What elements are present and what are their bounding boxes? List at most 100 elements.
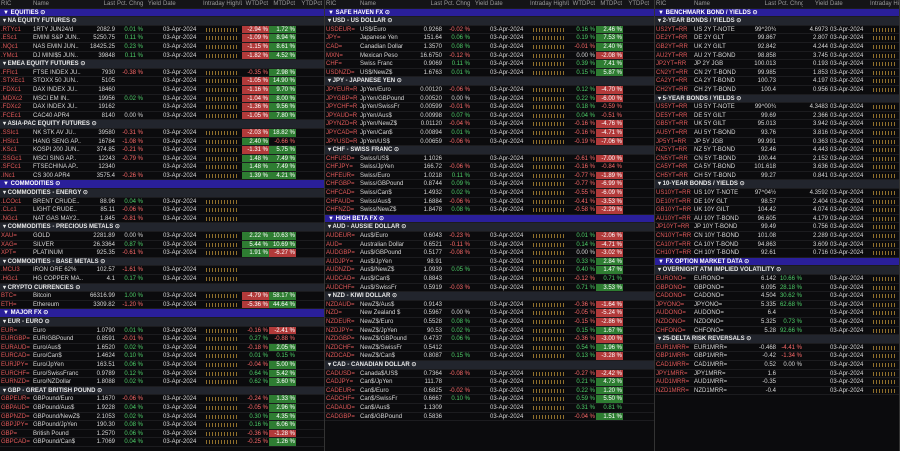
- data-row[interactable]: .SFCc1 FTSECHINA AP.. 12340 03-Apr-2024 1.48…: [0, 163, 324, 172]
- data-row[interactable]: DE5YT=RR DE 5Y GILT 99.69 2.366 03-Apr-2024: [655, 112, 899, 121]
- data-row[interactable]: AUDGBP= Aus$/GBPound 0.5177 -0.08 % 03-Apr-2…: [325, 249, 654, 258]
- column-header[interactable]: Name: [33, 1, 50, 7]
- data-row[interactable]: CADJPY= Can$/JpYen 111.78 03-Apr-2024 0.21 %…: [325, 378, 654, 387]
- data-row[interactable]: NZDEUR= NewZ$/Euro 0.5528 0.08 % 03-Apr-2024…: [325, 317, 654, 327]
- data-row[interactable]: AUDONO= AUDONO= 6.4 03-Apr-2024: [655, 309, 899, 318]
- section-header[interactable]: ▾ CRYPTO CURRENCIES ⊙: [0, 283, 324, 293]
- data-row[interactable]: EURJPY= Euro/JpYen 163.51 0.06 % 03-Apr-2024…: [0, 360, 324, 370]
- section-header[interactable]: ▾ NZD - KIWI DOLLAR ⊙: [325, 292, 654, 301]
- data-row[interactable]: NZDJPY= NewZ$/JpYen 90.53 0.02 % 03-Apr-2024…: [325, 326, 654, 336]
- column-header[interactable]: Intraday High/Low: [870, 1, 899, 7]
- data-row[interactable]: EURCAD= Euro/Can$ 1.4624 0.10 % 03-Apr-2024 0…: [0, 352, 324, 361]
- data-row[interactable]: AU5YT=RR AU 5Y T-BOND 93.76 3.816 03-Apr-202…: [655, 129, 899, 138]
- data-row[interactable]: .SSGc1 MSCI SING AP.. 12243 -0.79 % 03-Apr-2…: [0, 154, 324, 164]
- data-row[interactable]: .YMc1 DJ MINI$5 JUN.. 39848 0.11 % 03-Apr-20…: [0, 51, 324, 61]
- data-row[interactable]: JPYNZD=R JpYen/NewZ$ 0.01120 -0.04 % 03-Apr-…: [325, 120, 654, 129]
- data-row[interactable]: .FCEc1 CAC40 APR4 8140 0.00 % 03-Apr-2024 -1.…: [0, 111, 324, 121]
- data-row[interactable]: JPYEUR=R JpYen/Euro 0.00120 -0.06 % 03-Apr-2…: [325, 85, 654, 95]
- column-header[interactable]: Date: [830, 1, 843, 7]
- data-row[interactable]: CN10YT=RR CN 10Y T-BOND 101.08 2.289 03-Apr-…: [655, 232, 899, 241]
- column-header[interactable]: Name: [360, 1, 377, 7]
- data-row[interactable]: GBP1MRR= GBP1MRR= -0.42 -1.34 % 03-Apr-2024: [655, 352, 899, 361]
- group-header[interactable]: ▼ HIGH BETA FX ⊙: [325, 214, 654, 224]
- column-header[interactable]: Intraday High/Low: [530, 1, 569, 7]
- data-row[interactable]: GBPAUD= GBPound/Aus$ 1.9228 0.04 % 03-Apr-20…: [0, 403, 324, 413]
- data-row[interactable]: .NQc1 NAS EMIN JUN.. 18425.25 0.23 % 03-Apr-…: [0, 42, 324, 52]
- section-header[interactable]: ▾ ASIA-PAC EQUITY FUTURES ⊙: [0, 120, 324, 129]
- data-row[interactable]: CHFJPY= Swiss/JpYen 166.72 -0.06 % 03-Apr-20…: [325, 163, 654, 172]
- data-row[interactable]: GBPNZD= GBPound/NewZ$ 2.1053 0.02 % 03-Apr-2…: [0, 412, 324, 422]
- group-header[interactable]: ▼ COMMODITIES ⊙: [0, 180, 324, 190]
- data-row[interactable]: JPYUSD=R JpYen/US$ 0.00659 -0.06 % 03-Apr-20…: [325, 137, 654, 147]
- column-header[interactable]: YTDPct: [628, 1, 649, 7]
- column-header[interactable]: Date: [490, 1, 503, 7]
- data-row[interactable]: .SSIc1 NK STK AV JU.. 39580 -0.31 % 03-Apr-2…: [0, 128, 324, 138]
- data-row[interactable]: .RTYc1 1RTY JUN24/d 2082.9 0.01 % 03-Apr-202…: [0, 25, 324, 35]
- data-row[interactable]: USDNZD= US$/NewZ$ 1.6763 0.01 % 03-Apr-2024 0…: [325, 68, 654, 78]
- data-row[interactable]: NZDAUD= NewZ$/Aus$ 0.9143 03-Apr-2024 -0.36 …: [325, 300, 654, 310]
- data-row[interactable]: AUDCAD= Aus$/Can$ 0.8843 03-Apr-2024 -0.12 %…: [325, 275, 654, 284]
- data-row[interactable]: AUD1MRR= AUD1MRR= -0.35 03-Apr-2024: [655, 378, 899, 387]
- data-row[interactable]: .CLc1 LIGHT CRUDE.. 85.11 -0.06 % 03-Apr-202…: [0, 206, 324, 215]
- data-row[interactable]: CHFONO= CHFONO= 5.28 92.66 % 03-Apr-2024: [655, 327, 899, 336]
- data-row[interactable]: MXN= Mexican Peso 16.6750 -0.12 % 03-Apr-202…: [325, 51, 654, 61]
- data-row[interactable]: .HSIc1 HANG SENG AP.. 16784 -1.08 % 03-Apr-2…: [0, 137, 324, 147]
- data-row[interactable]: US5YT=RR US 5Y T-NOTE 99^00¾ 4.3483 03-Apr-2…: [655, 103, 899, 112]
- data-row[interactable]: CADEUR= Can$/Euro 0.6825 -0.02 % 03-Apr-2024…: [325, 386, 654, 396]
- data-row[interactable]: CA5YT=RR CA 5Y T-BOND 101.618 3.636 03-Apr-2…: [655, 163, 899, 172]
- data-row[interactable]: .FFIc1 FTSE INDEX JU.. 7930 -0.38 % 03-Apr-2…: [0, 68, 324, 78]
- column-header[interactable]: Last: [430, 1, 442, 7]
- data-row[interactable]: CADGBP= Can$/GBPound 0.5836 03-Apr-2024 -0.0…: [325, 412, 654, 422]
- data-row[interactable]: AUDCHF= Aus$/SwissFr 0.5919 -0.03 % 03-Apr-2…: [325, 283, 654, 293]
- data-row[interactable]: GBPJPY= GBPound/JpYen 190.30 0.08 % 03-Apr-2…: [0, 421, 324, 430]
- data-row[interactable]: .HGc1 HG COPPER MA.. 4.1 0.17 % 03-Apr-2024: [0, 275, 324, 284]
- data-row[interactable]: ETH= Ethereum 3309.82 -1.20 % 03-Apr-2024 -5.…: [0, 300, 324, 310]
- data-row[interactable]: NZDONO= NZDONO= 5.325 0.73 % 03-Apr-2024: [655, 318, 899, 327]
- data-row[interactable]: .NGc1 NAT GAS MAY2.. 1.845 -0.81 % 03-Apr-20…: [0, 215, 324, 224]
- data-row[interactable]: CHFCAD= Swiss/Can$ 1.4932 0.02 % 03-Apr-2024…: [325, 189, 654, 198]
- column-header[interactable]: Yield: [147, 1, 161, 7]
- section-header[interactable]: ▾ 10-YEAR BONDS / YIELDS ⊙: [655, 180, 899, 190]
- data-row[interactable]: JPYCAD=R JpYen/Can$ 0.00894 0.01 % 03-Apr-20…: [325, 128, 654, 138]
- data-row[interactable]: CH5YT=RR CH 5Y T-BOND 99.27 0.841 03-Apr-202…: [655, 172, 899, 181]
- data-row[interactable]: .INc1 CS 300 APR4 3575.4 -0.26 % 03-Apr-2024…: [0, 171, 324, 181]
- data-row[interactable]: JP5YT=RR JP 5Y JGB 99.991 0.363 03-Apr-2024: [655, 138, 899, 147]
- data-row[interactable]: AUDEUR= Aus$/Euro 0.6043 -0.23 % 03-Apr-2024…: [325, 232, 654, 241]
- data-row[interactable]: NZD1MRR= NZD1MRR= -0.4 03-Apr-2024: [655, 387, 899, 396]
- section-header[interactable]: ▾ AUD - AUSSIE DOLLAR ⊙: [325, 223, 654, 233]
- data-row[interactable]: .MCU3 IRON ORE 62% 102.57 -1.61 % 03-Apr-202…: [0, 266, 324, 275]
- data-row[interactable]: GBP= British Pound 1.2570 0.06 % 03-Apr-2024…: [0, 429, 324, 439]
- data-row[interactable]: .LCOc1 BRENT CRUDE.. 88.96 0.04 % 03-Apr-202…: [0, 198, 324, 207]
- section-header[interactable]: ▾ 5-YEAR BONDS / YIELDS ⊙: [655, 94, 899, 104]
- column-header[interactable]: Pct. Chng: [444, 1, 471, 7]
- section-header[interactable]: ▾ NA EQUITY FUTURES ⊙: [0, 17, 324, 26]
- group-header[interactable]: ▼ EQUITIES ⊙: [0, 8, 324, 18]
- data-row[interactable]: GB2YT=RR UK 2Y GILT 92.842 4.244 03-Apr-2024: [655, 43, 899, 52]
- data-row[interactable]: AUDNZD= Aus$/NewZ$ 1.0939 0.05 % 03-Apr-2024…: [325, 266, 654, 275]
- data-row[interactable]: CA10YT=RR CA 10Y T-BOND 94.863 3.609 03-Apr-…: [655, 241, 899, 250]
- column-header[interactable]: YTDPct: [301, 1, 322, 7]
- data-row[interactable]: CHFGBP= Swiss/GBPound 0.8744 0.09 % 03-Apr-2…: [325, 180, 654, 190]
- column-header[interactable]: Yield: [474, 1, 488, 7]
- data-row[interactable]: XAU= GOLD 2281.89 0.00 % 03-Apr-2024 2.22 % 10…: [0, 232, 324, 241]
- column-header[interactable]: RIC: [656, 1, 667, 7]
- data-row[interactable]: GBPCAD= GBPound/Can$ 1.7069 0.04 % 03-Apr-20…: [0, 438, 324, 447]
- data-row[interactable]: GBPONO= GBPONO= 6.095 28.18 % 03-Apr-2024: [655, 284, 899, 293]
- group-header[interactable]: ▼ BENCHMARK BOND / YIELDS ⊙: [655, 8, 899, 18]
- data-row[interactable]: JP2YT=RR JP 2Y JGB 100.013 0.193 03-Apr-2024: [655, 60, 899, 69]
- data-row[interactable]: BTC= Bitcoin 66316.99 1.00 % 03-Apr-2024 -4.7…: [0, 292, 324, 301]
- data-row[interactable]: EURAUD= Euro/Aus$ 1.6520 0.02 % 03-Apr-2024 -…: [0, 343, 324, 353]
- data-row[interactable]: CADAUD= Can$/Aus$ 1.1309 03-Apr-2024 0.31 % 0…: [325, 404, 654, 413]
- column-header[interactable]: RIC: [326, 1, 337, 7]
- column-header[interactable]: Pct. Chng: [117, 1, 144, 7]
- data-row[interactable]: NZDCAD= NewZ$/Can$ 0.8087 0.15 % 03-Apr-2024…: [325, 352, 654, 361]
- section-header[interactable]: ▾ GBP - GREAT BRITISH POUND ⊙: [0, 386, 324, 396]
- data-row[interactable]: GB10YT=RR UK 10Y GILT 104.42 4.074 03-Apr-20…: [655, 206, 899, 215]
- data-row[interactable]: EUR1MRR= EUR1MRR= -0.468 -4.41 % 03-Apr-2024: [655, 344, 899, 353]
- data-row[interactable]: CAD= Canadian Dollar 1.3570 0.08 % 03-Apr-20…: [325, 42, 654, 52]
- data-row[interactable]: JPYGBP=R JpYen/GBPound 0.00520 0.00 % 03-Apr…: [325, 94, 654, 104]
- data-row[interactable]: GBPEUR= GBPound/Euro 1.1670 -0.06 % 03-Apr-2…: [0, 395, 324, 404]
- section-header[interactable]: ▾ EMEA EQUITY FUTURES ⊙: [0, 60, 324, 69]
- column-header[interactable]: MTDPct: [273, 1, 295, 7]
- data-row[interactable]: NZD= New Zealand $ 0.5967 0.00 % 03-Apr-2024…: [325, 309, 654, 318]
